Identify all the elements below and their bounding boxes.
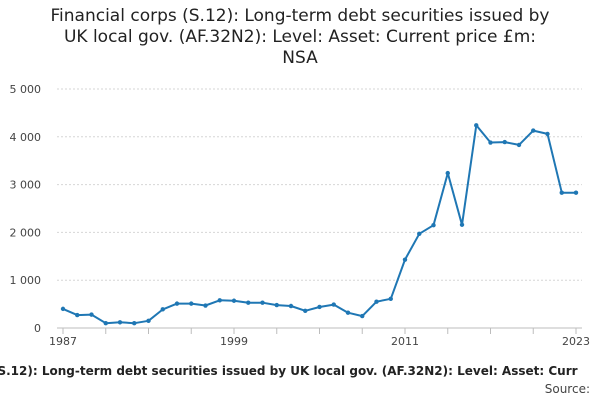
data-point (459, 222, 465, 227)
data-point (231, 298, 237, 303)
data-point (431, 223, 436, 228)
chart-title-line-2: UK local gov. (AF.32N2): Level: Asset: C… (63, 27, 537, 47)
x-tick-label: 1999 (220, 335, 248, 348)
data-point (103, 321, 108, 326)
data-point (573, 190, 579, 195)
chart-title-line-3: NSA (282, 48, 318, 68)
y-tick-label: 2 000 (10, 226, 42, 239)
legend: (S.12): Long-term debt securities issued… (0, 364, 578, 378)
data-point (559, 190, 564, 195)
chart-title: Financial corps (S.12): Long-term debt s… (0, 6, 600, 69)
x-tick-label: 2023 (562, 335, 590, 348)
data-point (303, 308, 308, 313)
data-point (89, 312, 94, 317)
y-tick-label: 5 000 (10, 83, 42, 96)
data-point (217, 298, 222, 303)
y-tick-label: 3 000 (10, 179, 42, 192)
data-point (260, 300, 265, 305)
y-tick-label: 0 (34, 322, 41, 335)
data-point (388, 296, 393, 302)
data-point (531, 128, 536, 133)
data-point (374, 299, 379, 304)
gridlines (57, 88, 582, 281)
x-tick-label: 2011 (391, 335, 419, 348)
series-lines (62, 124, 576, 325)
data-point (360, 313, 365, 319)
data-point (203, 303, 208, 308)
data-point (331, 302, 336, 307)
data-point (502, 139, 507, 145)
data-point (117, 320, 123, 325)
data-point (402, 257, 408, 262)
data-point (317, 304, 322, 310)
data-point (160, 307, 165, 312)
data-point (146, 318, 151, 324)
data-point (516, 142, 522, 148)
legend-entry-label: (S.12): Long-term debt securities issued… (0, 364, 578, 378)
series-points (60, 123, 579, 326)
data-point (417, 231, 422, 237)
data-point (474, 123, 479, 128)
data-point (288, 303, 294, 309)
data-point (345, 310, 351, 315)
data-point (75, 312, 80, 318)
axes: 0 1 000 2 000 3 000 4 000 5 000 1987 1999 2011 20… (10, 83, 591, 348)
source-label: Source: (544, 382, 590, 396)
data-point (189, 301, 194, 306)
data-point (274, 302, 279, 308)
data-point (445, 170, 450, 176)
data-point (246, 300, 251, 305)
x-tick-label: 1987 (49, 335, 77, 348)
data-point (60, 306, 66, 312)
data-point (132, 321, 137, 326)
chart-title-line-1: Financial corps (S.12): Long-term debt s… (50, 6, 550, 26)
y-tick-label: 4 000 (10, 131, 42, 144)
data-point (545, 131, 550, 137)
y-tick-label: 1 000 (10, 274, 42, 287)
series-line (62, 124, 576, 325)
data-point (488, 140, 493, 145)
data-point (174, 301, 180, 306)
